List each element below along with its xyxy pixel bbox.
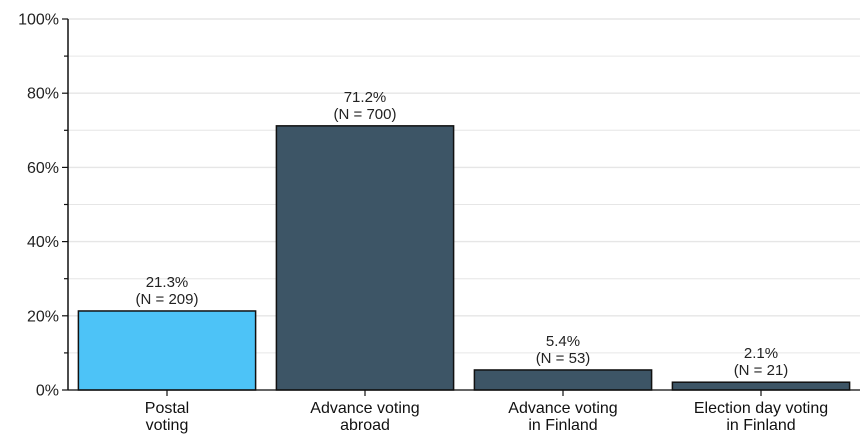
category-label-1-line-1: abroad: [340, 417, 390, 434]
axes: [62, 18, 860, 396]
category-label-0-line-0: Postal: [145, 400, 189, 417]
y-tick-label-0: 0%: [36, 383, 59, 400]
value-label-1: 71.2%: [344, 89, 387, 106]
y-tick-label-1: 20%: [27, 308, 59, 325]
category-label-2-line-0: Advance voting: [508, 400, 617, 417]
y-tick-label-2: 40%: [27, 234, 59, 251]
category-label-3-line-0: Election day voting: [694, 400, 828, 417]
category-label-0-line-1: voting: [146, 417, 189, 434]
bar-1: [275, 125, 455, 391]
y-tick-label-5: 100%: [18, 12, 59, 29]
n-label-3: (N = 21): [734, 362, 789, 379]
value-label-0: 21.3%: [146, 274, 189, 291]
n-label-0: (N = 209): [136, 291, 199, 308]
category-label-1-line-0: Advance voting: [310, 400, 419, 417]
y-tick-label-3: 60%: [27, 160, 59, 177]
bar-2: [473, 369, 653, 391]
value-label-2: 5.4%: [546, 333, 580, 350]
n-label-1: (N = 700): [334, 106, 397, 123]
category-label-2-line-1: in Finland: [528, 417, 597, 434]
bar-3: [671, 381, 851, 391]
category-label-3-line-1: in Finland: [726, 417, 795, 434]
value-label-3: 2.1%: [744, 345, 778, 362]
bars: [77, 125, 851, 391]
y-tick-label-4: 80%: [27, 86, 59, 103]
bar-0: [77, 310, 257, 391]
n-label-2: (N = 53): [536, 350, 591, 367]
